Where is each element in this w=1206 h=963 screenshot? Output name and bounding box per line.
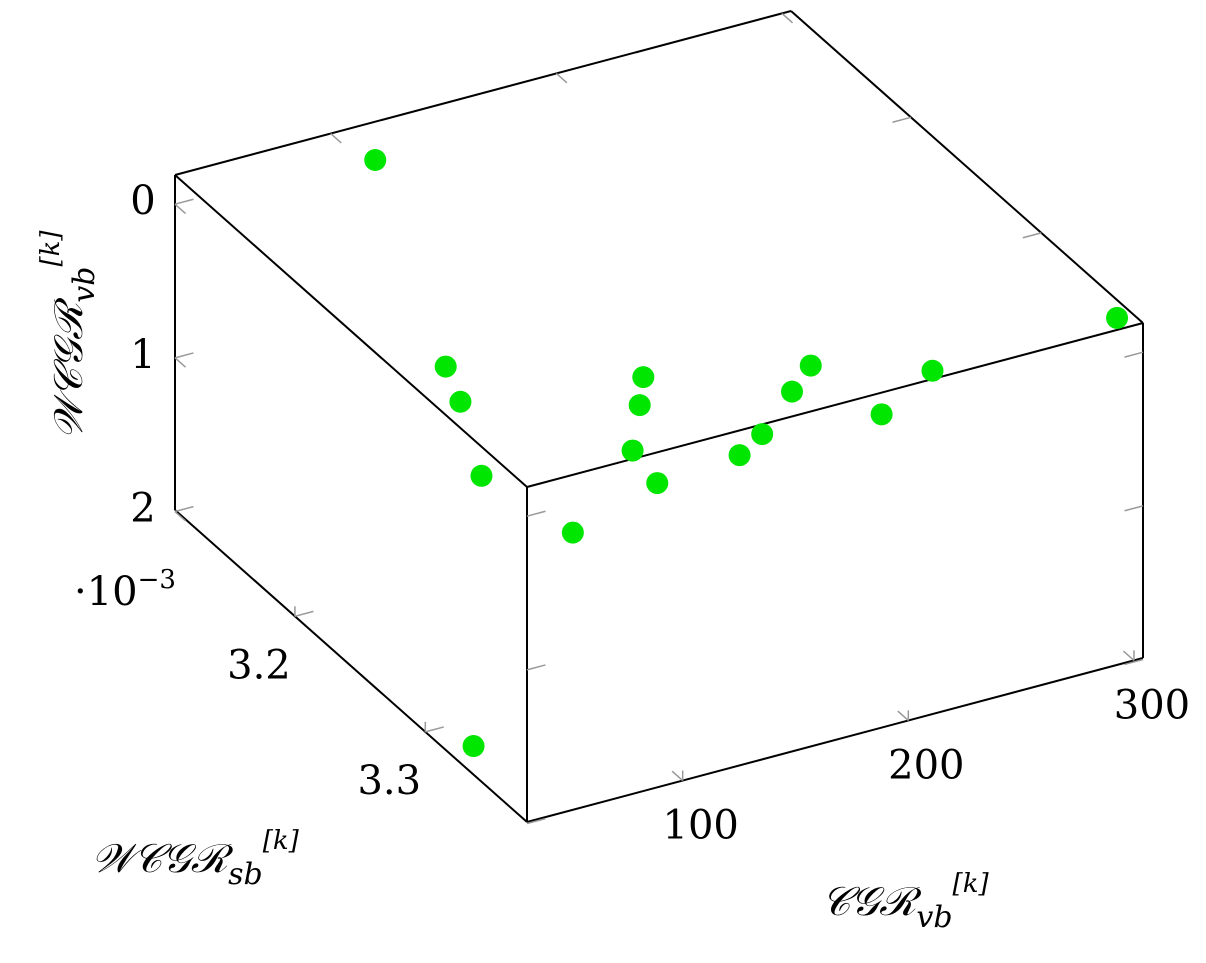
z-tick bbox=[174, 505, 194, 513]
z-tick bbox=[526, 817, 546, 825]
x-tick bbox=[555, 72, 568, 84]
y-tick bbox=[425, 726, 444, 733]
box-edge bbox=[174, 174, 528, 488]
y-tick bbox=[294, 610, 314, 618]
point bbox=[921, 359, 944, 382]
y-tick bbox=[1022, 232, 1042, 239]
box-edge bbox=[526, 322, 1144, 488]
z-tick bbox=[526, 510, 546, 517]
z-tick bbox=[174, 357, 187, 368]
point bbox=[751, 423, 774, 446]
x-tick-label: 100 bbox=[663, 803, 739, 849]
z-axis-label: 𝒲𝒞𝒢ℛvb[k] bbox=[36, 230, 102, 440]
x-tick bbox=[1122, 650, 1135, 661]
z-tick-label: 1 bbox=[130, 332, 155, 378]
box-edge bbox=[790, 10, 1144, 324]
z-tick bbox=[174, 198, 194, 205]
z-multiplier: ·10−3 bbox=[74, 565, 176, 615]
x-tick bbox=[671, 770, 684, 782]
box-edge bbox=[174, 509, 528, 823]
z-tick bbox=[1124, 658, 1144, 666]
z-tick bbox=[1124, 351, 1144, 358]
label-main: 𝒞𝒢ℛ bbox=[821, 879, 922, 925]
x-axis-label: 𝒞𝒢ℛvb[k] bbox=[821, 869, 989, 935]
z-tick bbox=[526, 664, 546, 671]
label-sup: [k] bbox=[263, 826, 300, 856]
x-tick-label: 300 bbox=[1114, 682, 1190, 728]
point bbox=[628, 394, 651, 417]
z-tick bbox=[174, 352, 194, 359]
z-tick bbox=[174, 510, 187, 522]
point bbox=[434, 355, 457, 378]
point bbox=[449, 390, 472, 413]
point bbox=[621, 439, 644, 462]
z-tick bbox=[174, 203, 187, 215]
label-main: 𝒲𝒞𝒢ℛ bbox=[91, 836, 234, 882]
point bbox=[561, 521, 584, 544]
x-tick bbox=[330, 132, 342, 144]
point bbox=[470, 464, 493, 487]
point bbox=[632, 366, 655, 389]
point bbox=[364, 149, 387, 172]
z-tick-label: 0 bbox=[130, 178, 155, 224]
x-tick bbox=[897, 710, 909, 722]
box-edge bbox=[174, 10, 792, 176]
z-tick-label: 2 bbox=[130, 486, 155, 532]
label-sup: [k] bbox=[953, 869, 990, 899]
label-sup: [k] bbox=[36, 230, 66, 267]
multiplier-base: ·10 bbox=[74, 569, 138, 615]
point bbox=[799, 354, 822, 377]
x-tick-label: 200 bbox=[888, 742, 964, 788]
y-tick bbox=[892, 116, 912, 123]
y-tick-label: 3.3 bbox=[357, 758, 421, 804]
label-sub: vb bbox=[67, 266, 102, 302]
point bbox=[728, 444, 751, 467]
y-tick-label: 3.2 bbox=[227, 642, 291, 688]
label-sub: sb bbox=[228, 857, 263, 892]
multiplier-exp: −3 bbox=[138, 565, 176, 595]
label-main: 𝒲𝒞𝒢ℛ bbox=[46, 297, 92, 440]
label-sub: vb bbox=[916, 900, 952, 935]
y-axis-label: 𝒲𝒞𝒢ℛsb[k] bbox=[91, 826, 299, 892]
z-tick bbox=[1124, 505, 1144, 512]
point bbox=[870, 403, 893, 426]
point bbox=[1106, 306, 1129, 329]
box-edge bbox=[526, 657, 1144, 823]
x-tick bbox=[781, 12, 794, 24]
point bbox=[646, 472, 669, 495]
point bbox=[781, 380, 804, 403]
point bbox=[462, 735, 485, 758]
